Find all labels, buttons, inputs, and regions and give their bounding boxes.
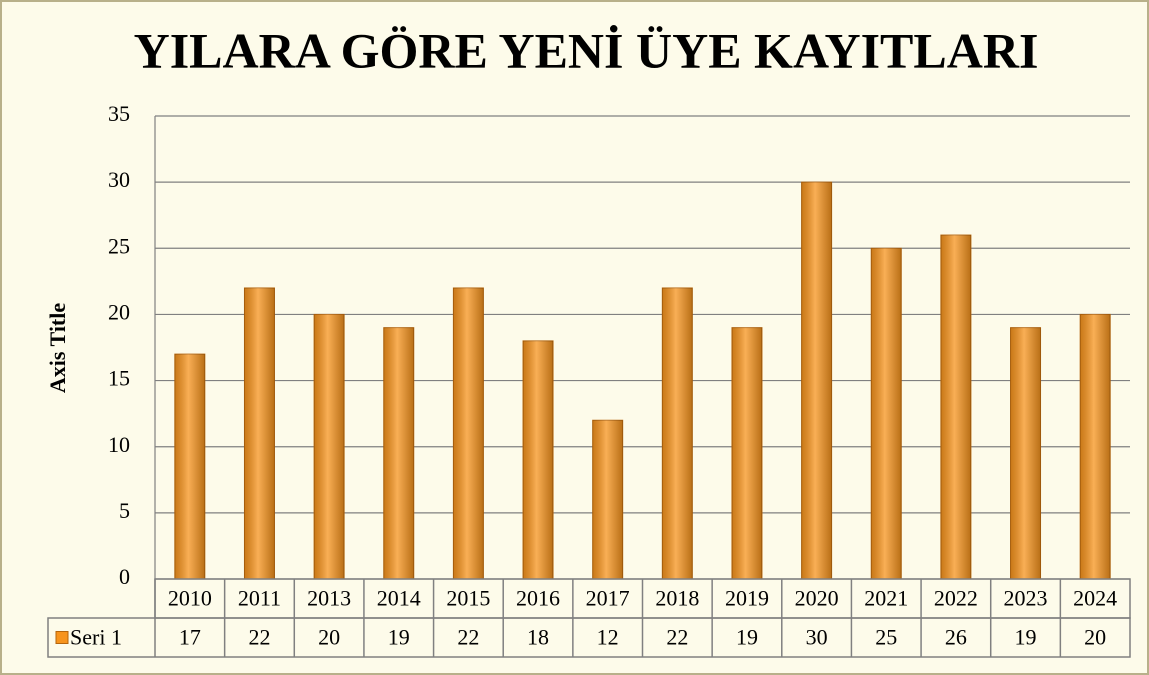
- y-tick-label: 0: [119, 564, 130, 589]
- legend-label: Seri 1: [70, 625, 122, 650]
- table-value: 18: [527, 625, 549, 650]
- x-tick-label: 2010: [168, 586, 212, 611]
- legend-swatch: [55, 631, 69, 644]
- bar-shine: [174, 354, 205, 579]
- data-table-border: [47, 617, 1131, 658]
- bar-shine: [731, 327, 762, 579]
- x-tick-label: 2016: [516, 586, 560, 611]
- table-value: 12: [597, 625, 619, 650]
- x-tick-label: 2014: [377, 586, 421, 611]
- bar-shine: [871, 248, 902, 580]
- x-tick-label: 2023: [1004, 586, 1048, 611]
- x-tick-label: 2013: [307, 586, 351, 611]
- bar-shine: [662, 287, 693, 579]
- bar-shine: [1080, 314, 1111, 579]
- table-value: 22: [457, 625, 479, 650]
- x-tick-label: 2018: [655, 586, 699, 611]
- table-value: 26: [945, 625, 967, 650]
- bar-shine: [383, 327, 414, 579]
- table-value: 17: [179, 625, 201, 650]
- x-tick-label: 2020: [795, 586, 839, 611]
- bar-shine: [244, 287, 275, 579]
- table-value: 19: [736, 625, 758, 650]
- x-tick-label: 2011: [238, 586, 281, 611]
- y-tick-label: 30: [108, 167, 130, 192]
- y-tick-label: 35: [108, 101, 130, 126]
- x-tick-label: 2019: [725, 586, 769, 611]
- x-tick-label: 2022: [934, 586, 978, 611]
- bar-shine: [523, 340, 554, 579]
- bar-shine: [801, 182, 832, 579]
- y-tick-label: 25: [108, 233, 130, 258]
- x-tick-label: 2015: [446, 586, 490, 611]
- bar-shine: [592, 420, 623, 579]
- y-tick-label: 20: [108, 299, 130, 324]
- bar-shine: [314, 314, 345, 579]
- bar-shine: [453, 287, 484, 579]
- table-value: 30: [806, 625, 828, 650]
- chart-title: YILARA GÖRE YENİ ÜYE KAYITLARI: [134, 22, 1039, 78]
- table-value: 25: [875, 625, 897, 650]
- bar-shine: [940, 235, 971, 580]
- table-value: 19: [388, 625, 410, 650]
- y-axis-title: Axis Title: [45, 303, 70, 393]
- table-value: 20: [1084, 625, 1106, 650]
- table-value: 20: [318, 625, 340, 650]
- y-tick-label: 5: [119, 498, 130, 523]
- x-tick-label: 2021: [864, 586, 908, 611]
- y-tick-label: 10: [108, 432, 130, 457]
- x-tick-label: 2024: [1073, 586, 1117, 611]
- x-tick-label: 2017: [586, 586, 630, 611]
- table-value: 19: [1015, 625, 1037, 650]
- y-tick-label: 15: [108, 366, 130, 391]
- table-value: 22: [666, 625, 688, 650]
- bar-shine: [1010, 327, 1041, 579]
- table-value: 22: [248, 625, 270, 650]
